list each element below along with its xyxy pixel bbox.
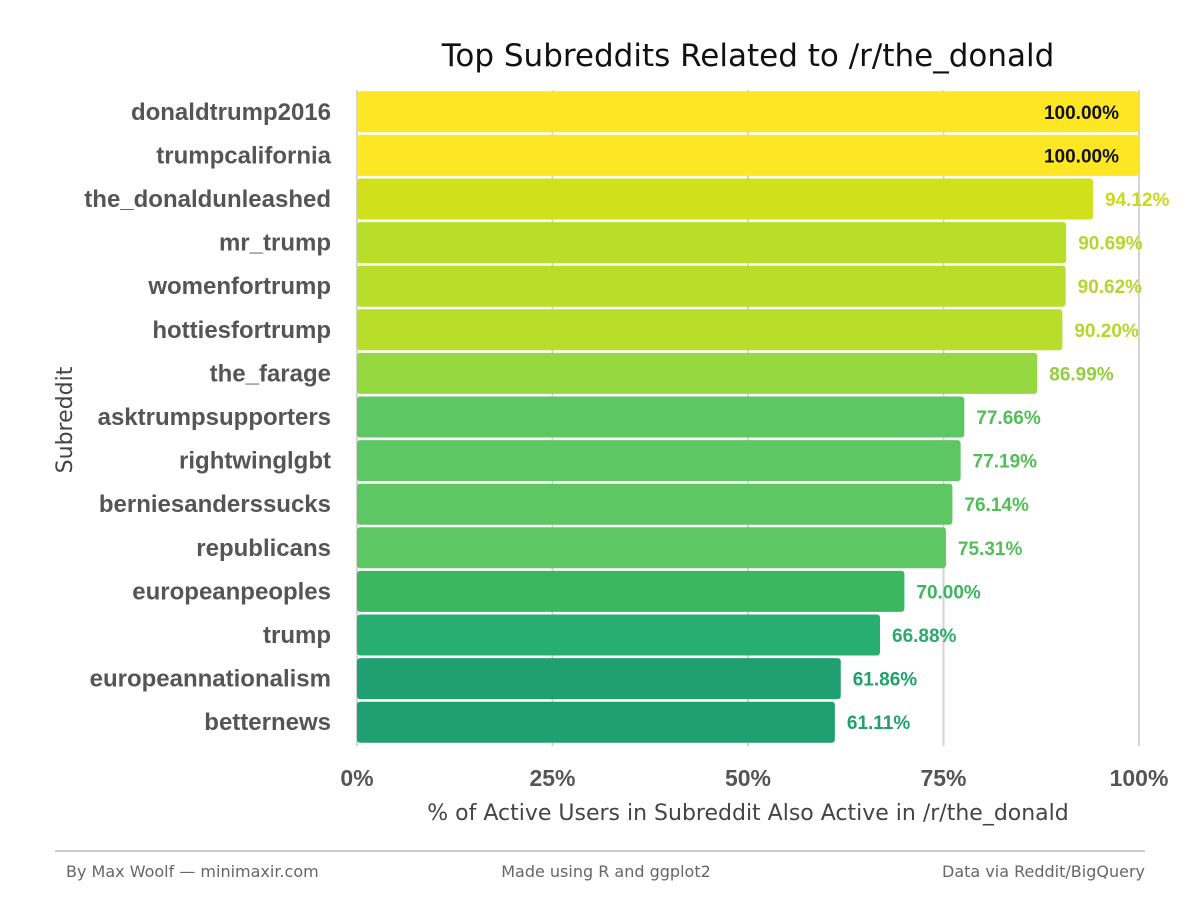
x-tick-label: 75%: [920, 765, 966, 791]
bar-the_donaldunleashed: [357, 178, 1094, 220]
footer-credit: By Max Woolf — minimaxir.com: [66, 862, 319, 881]
bars: [357, 91, 1139, 743]
x-tick-label: 0%: [340, 765, 373, 791]
bar-europeanpeoples: [357, 570, 905, 612]
category-label: mr_trump: [219, 230, 331, 257]
bar-betternews: [357, 701, 835, 743]
value-label: 66.88%: [892, 626, 957, 647]
bar-trumpcalifornia: [357, 134, 1139, 176]
category-label: asktrumpsupporters: [98, 404, 331, 431]
bar-mr_trump: [357, 222, 1067, 264]
category-label: the_farage: [210, 360, 331, 387]
bar-donaldtrump2016: [357, 91, 1139, 133]
footer-source: Data via Reddit/BigQuery: [942, 862, 1145, 881]
value-labels: 100.00% 100.00% 94.12% 90.69% 90.62% 90.20% 86…: [847, 103, 1170, 734]
y-axis-label: Subreddit: [53, 366, 78, 473]
value-label: 61.86%: [853, 670, 918, 691]
category-label: the_donaldunleashed: [84, 186, 331, 213]
x-tick-labels: 0% 25% 50% 75% 100%: [340, 765, 1168, 791]
value-label: 90.69%: [1078, 234, 1143, 255]
category-label: rightwinglgbt: [179, 448, 331, 475]
category-label: womenfortrump: [147, 273, 331, 300]
value-label: 90.20%: [1074, 321, 1139, 342]
bar-hottiesfortrump: [357, 309, 1063, 351]
category-label: trump: [263, 622, 331, 649]
category-label: donaldtrump2016: [131, 99, 331, 126]
bar-asktrumpsupporters: [357, 396, 965, 438]
x-tick-label: 25%: [529, 765, 575, 791]
category-label: republicans: [196, 535, 331, 562]
bar-womenfortrump: [357, 265, 1066, 307]
value-label: 86.99%: [1049, 364, 1114, 385]
category-label: berniesanderssucks: [99, 491, 331, 518]
value-label: 100.00%: [1044, 103, 1119, 124]
bar-rightwinglgbt: [357, 440, 961, 482]
category-label: betternews: [204, 709, 331, 736]
category-label: hottiesfortrump: [152, 317, 331, 344]
x-tick-label: 50%: [725, 765, 771, 791]
value-label: 61.11%: [847, 713, 910, 734]
chart-title: Top Subreddits Related to /r/the_donald: [441, 38, 1055, 74]
bar-trump: [357, 614, 881, 656]
bar-berniesanderssucks: [357, 483, 953, 525]
value-label: 94.12%: [1105, 190, 1170, 211]
value-label: 77.66%: [976, 408, 1041, 429]
category-label: europeannationalism: [90, 666, 331, 693]
value-label: 75.31%: [958, 539, 1023, 560]
bar-europeannationalism: [357, 658, 841, 700]
category-label: europeanpeoples: [132, 578, 331, 605]
x-axis-label: % of Active Users in Subreddit Also Acti…: [427, 801, 1069, 826]
category-label: trumpcalifornia: [156, 142, 331, 169]
value-label: 90.62%: [1078, 277, 1143, 298]
value-label: 70.00%: [916, 582, 981, 603]
value-label: 76.14%: [964, 495, 1029, 516]
bar-republicans: [357, 527, 946, 569]
footer-tool: Made using R and ggplot2: [501, 862, 711, 881]
value-label: 100.00%: [1044, 146, 1119, 167]
x-tick-label: 100%: [1110, 765, 1169, 791]
bar-the_farage: [357, 352, 1038, 394]
value-label: 77.19%: [973, 452, 1038, 473]
category-labels: donaldtrump2016 trumpcalifornia the_donald…: [84, 99, 331, 736]
